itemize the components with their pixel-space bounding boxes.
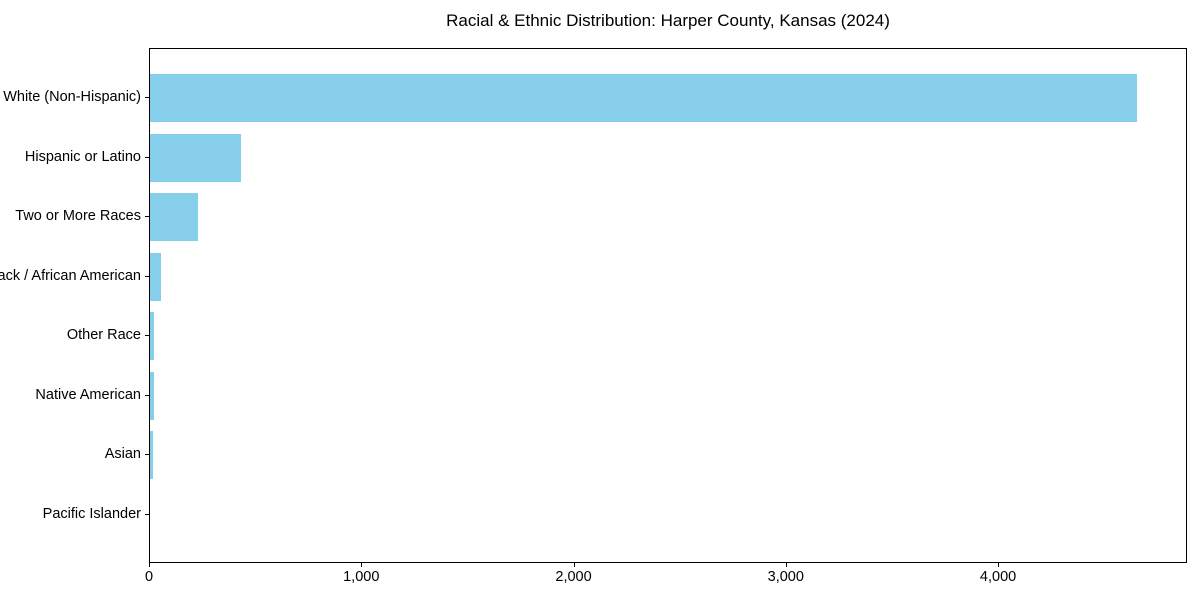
y-tick-label: Asian xyxy=(104,446,141,463)
x-tick-label: 2,000 xyxy=(555,569,592,585)
x-tick-label: 3,000 xyxy=(767,569,804,585)
x-tick-label: 1,000 xyxy=(343,569,380,585)
y-tick-mark xyxy=(145,514,149,515)
bar xyxy=(150,133,242,182)
plot-area xyxy=(149,48,1187,563)
y-tick-label: Pacific Islander xyxy=(42,505,141,522)
y-tick-mark xyxy=(145,97,149,98)
x-tick-mark xyxy=(998,563,1000,567)
y-tick-mark xyxy=(145,394,149,396)
y-tick-label: Two or More Races xyxy=(15,207,141,224)
y-tick-mark xyxy=(145,156,149,158)
y-tick-mark xyxy=(145,275,149,277)
x-tick-mark xyxy=(573,563,575,567)
bar xyxy=(150,431,154,480)
y-tick-label: Black / African American xyxy=(0,267,141,284)
bar xyxy=(150,193,198,242)
x-tick-label: 0 xyxy=(144,569,154,585)
bar xyxy=(150,312,155,361)
bar xyxy=(150,371,154,420)
x-tick-mark xyxy=(149,563,150,567)
x-tick-mark xyxy=(361,563,363,567)
y-tick-mark xyxy=(145,335,149,337)
x-tick-label: 4,000 xyxy=(979,569,1017,585)
bar xyxy=(150,74,1138,122)
y-tick-label: Other Race xyxy=(66,327,141,344)
y-tick-label: White (Non-Hispanic) xyxy=(3,88,141,105)
bar xyxy=(150,252,161,301)
x-tick-mark xyxy=(785,563,787,567)
y-tick-mark xyxy=(145,454,149,456)
y-tick-label: Native American xyxy=(35,386,141,403)
y-tick-mark xyxy=(145,216,149,218)
chart-title: Racial & Ethnic Distribution: Harper Cou… xyxy=(446,11,890,30)
y-tick-label: Hispanic or Latino xyxy=(24,148,141,165)
